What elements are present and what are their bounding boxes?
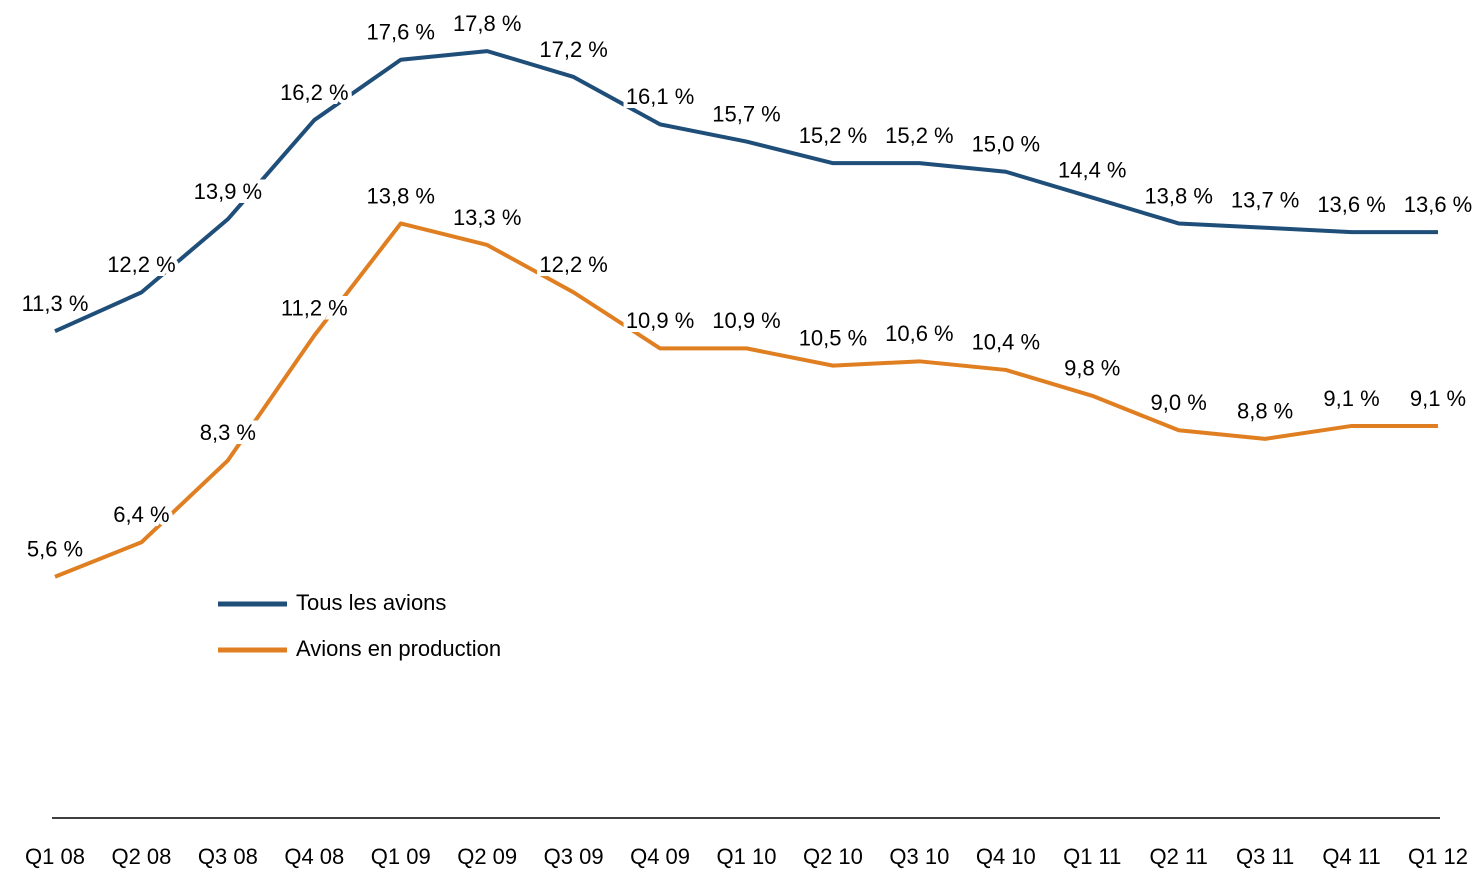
data-label: 15,0 % — [972, 132, 1041, 157]
data-label: 5,6 % — [27, 537, 83, 562]
data-label: 6,4 % — [113, 502, 169, 527]
series-line — [54, 221, 1438, 579]
x-tick-label: Q1 08 — [25, 844, 85, 869]
data-label: 8,3 % — [200, 420, 256, 445]
data-label: 10,5 % — [799, 325, 868, 350]
data-label: 10,6 % — [885, 321, 954, 346]
data-label: 17,8 % — [453, 11, 522, 36]
x-tick-label: Q2 11 — [1150, 844, 1208, 869]
x-tick-label: Q1 12 — [1408, 844, 1468, 869]
x-tick-label: Q4 10 — [976, 844, 1036, 869]
x-tick-label: Q4 08 — [284, 844, 344, 869]
data-label: 13,6 % — [1317, 192, 1386, 217]
x-tick-label: Q2 08 — [111, 844, 171, 869]
data-label: 13,8 % — [367, 183, 436, 208]
data-label: 9,8 % — [1064, 356, 1120, 381]
data-label: 11,2 % — [281, 295, 348, 320]
data-label: 12,2 % — [539, 252, 608, 277]
data-label: 15,2 % — [885, 123, 954, 148]
data-label: 13,9 % — [194, 179, 263, 204]
series-line — [54, 49, 1438, 333]
data-label: 10,4 % — [972, 330, 1041, 355]
data-label: 14,4 % — [1058, 157, 1127, 182]
data-label: 13,8 % — [1144, 183, 1213, 208]
x-tick-label: Q4 11 — [1322, 844, 1380, 869]
x-tick-label: Q3 08 — [198, 844, 258, 869]
x-tick-label: Q2 09 — [457, 844, 517, 869]
data-label: 8,8 % — [1237, 399, 1293, 424]
data-label: 9,1 % — [1410, 386, 1466, 411]
data-label: 12,2 % — [107, 252, 176, 277]
legend-label: Tous les avions — [296, 590, 446, 615]
data-label: 13,7 % — [1231, 188, 1300, 213]
x-tick-label: Q3 09 — [544, 844, 604, 869]
x-tick-label: Q3 10 — [889, 844, 949, 869]
x-tick-label: Q1 09 — [371, 844, 431, 869]
data-label: 10,9 % — [626, 308, 695, 333]
x-tick-label: Q4 09 — [630, 844, 690, 869]
x-tick-label: Q2 10 — [803, 844, 863, 869]
x-tick-label: Q1 10 — [717, 844, 777, 869]
data-label: 16,1 % — [626, 84, 695, 109]
data-label: 11,3 % — [22, 291, 89, 316]
x-tick-label: Q3 11 — [1236, 844, 1294, 869]
data-label: 9,1 % — [1323, 386, 1379, 411]
data-label: 13,3 % — [453, 205, 522, 230]
data-label: 17,6 % — [367, 20, 436, 45]
x-tick-label: Q1 11 — [1063, 844, 1121, 869]
data-label: 15,7 % — [712, 101, 781, 126]
data-label: 10,9 % — [712, 308, 781, 333]
data-label: 15,2 % — [799, 123, 868, 148]
data-label: 9,0 % — [1151, 390, 1207, 415]
legend-label: Avions en production — [296, 636, 501, 661]
data-label: 13,6 % — [1404, 192, 1473, 217]
data-label: 17,2 % — [539, 37, 608, 62]
data-label: 16,2 % — [280, 80, 349, 105]
